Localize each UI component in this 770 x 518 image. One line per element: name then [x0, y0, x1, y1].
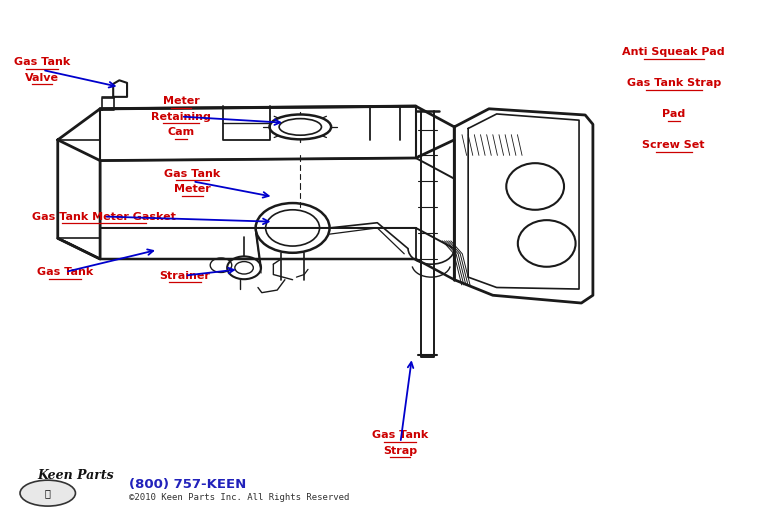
Text: Screw Set: Screw Set — [642, 140, 705, 150]
Text: Cam: Cam — [167, 127, 195, 137]
Text: Pad: Pad — [662, 109, 685, 119]
Text: Gas Tank: Gas Tank — [37, 267, 94, 277]
Text: Meter: Meter — [174, 184, 211, 194]
Text: Gas Tank: Gas Tank — [372, 430, 429, 440]
Text: Gas Tank Meter Gasket: Gas Tank Meter Gasket — [32, 211, 176, 222]
Text: Anti Squeak Pad: Anti Squeak Pad — [622, 47, 725, 57]
Text: Gas Tank Strap: Gas Tank Strap — [627, 78, 721, 88]
Text: Gas Tank: Gas Tank — [14, 57, 71, 67]
Text: Gas Tank: Gas Tank — [164, 168, 221, 179]
Text: Retaining: Retaining — [151, 111, 211, 122]
Text: Valve: Valve — [25, 73, 59, 83]
Text: (800) 757-KEEN: (800) 757-KEEN — [129, 478, 246, 491]
Text: ©2010 Keen Parts Inc. All Rights Reserved: ©2010 Keen Parts Inc. All Rights Reserve… — [129, 493, 350, 502]
Text: Meter: Meter — [162, 96, 199, 106]
Text: Strainer: Strainer — [159, 270, 210, 281]
Text: 🏎: 🏎 — [45, 488, 51, 498]
Text: Keen Parts: Keen Parts — [37, 468, 114, 482]
Text: Strap: Strap — [383, 445, 417, 456]
Ellipse shape — [20, 480, 75, 506]
